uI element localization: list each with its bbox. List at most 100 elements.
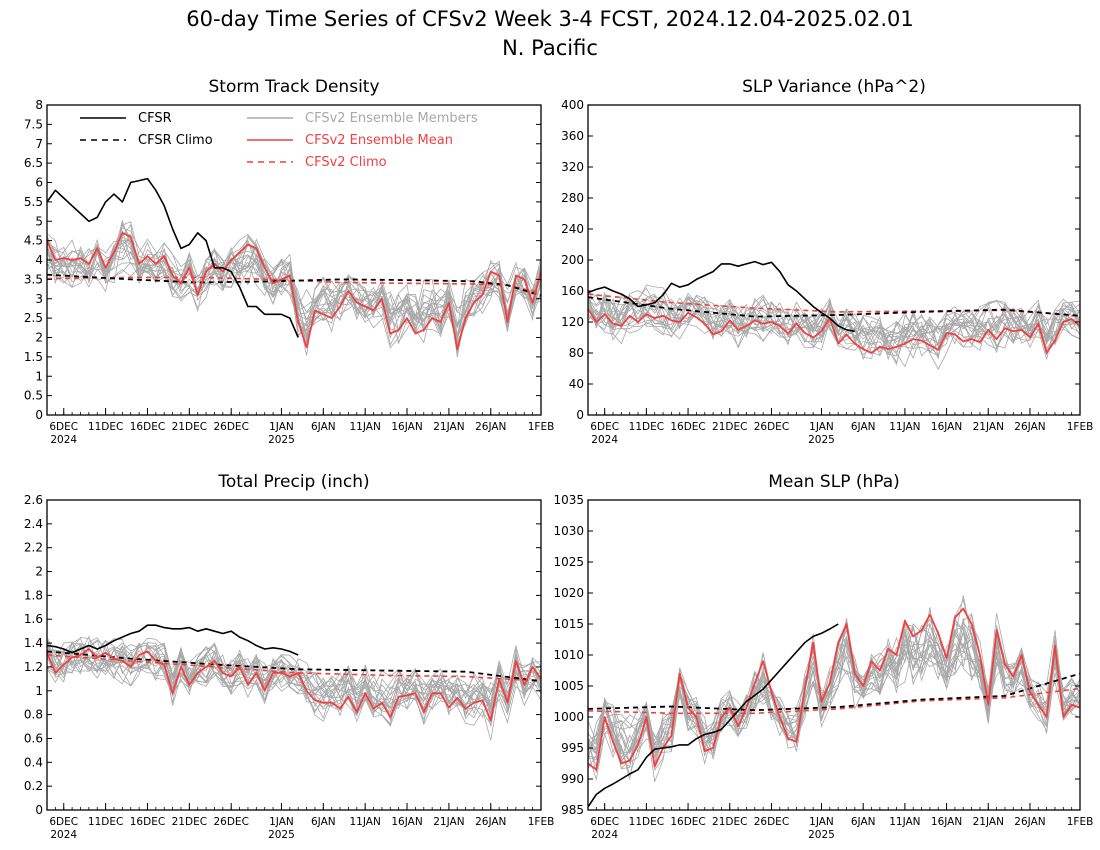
legend-label: CFSR <box>138 111 172 126</box>
x-tick-label: 11DEC <box>88 421 123 433</box>
x-tick-year-label: 2024 <box>50 434 77 446</box>
ensemble-member-line <box>47 639 541 721</box>
ensemble-member-line <box>588 297 1080 371</box>
ensemble-member-line <box>588 622 1080 780</box>
x-tick-label: 16JAN <box>931 816 962 828</box>
ensemble-member-line <box>47 638 541 714</box>
x-tick-year-label: 2025 <box>808 829 835 841</box>
y-tick-label: 1010 <box>553 648 584 662</box>
ensemble-member-line <box>588 618 1080 761</box>
chart-panel: SLP Variance (hPa^2) 0 40 80 120 160 200 240 280… <box>561 77 1093 446</box>
y-tick-label: 0.8 <box>24 708 43 722</box>
x-tick-label: 21DEC <box>712 421 747 433</box>
ensemble-member-line <box>588 618 1080 765</box>
x-tick-label: 6DEC <box>590 421 619 433</box>
y-tick-label: 1030 <box>553 524 584 538</box>
ensemble-member-line <box>47 639 541 718</box>
ensemble-member-line <box>47 639 541 709</box>
y-tick-label: 240 <box>561 222 584 236</box>
x-tick-label: 16JAN <box>391 421 422 433</box>
panel-title: Mean SLP (hPa) <box>768 472 900 492</box>
y-tick-label: 6 <box>35 176 43 190</box>
x-tick-label: 6DEC <box>49 816 78 828</box>
ensemble-member-line <box>588 613 1080 761</box>
y-tick-label: 990 <box>561 772 584 786</box>
figure-title: 60-day Time Series of CFSv2 Week 3-4 FCS… <box>186 7 914 31</box>
x-tick-label: 1FEB <box>1067 816 1094 828</box>
x-tick-label: 26DEC <box>213 816 248 828</box>
ensemble-member-line <box>47 642 541 719</box>
x-tick-label: 26JAN <box>475 816 506 828</box>
ensemble-member-line <box>47 648 541 727</box>
ensemble-member-line <box>588 618 1080 777</box>
x-tick-label: 6JAN <box>851 816 876 828</box>
x-tick-label: 11JAN <box>350 816 381 828</box>
panel-title: Total Precip (inch) <box>217 472 369 492</box>
chart-panel: Total Precip (inch) 0 0.2 0.4 0.6 0.8 1 1.2 1.4 1… <box>24 472 554 841</box>
cfsr-line <box>588 623 839 808</box>
cfsr-climo-line <box>588 672 1080 712</box>
y-tick-label: 1000 <box>553 710 584 724</box>
y-tick-label: 2.4 <box>24 517 43 531</box>
y-tick-label: 0.6 <box>24 731 43 745</box>
x-tick-label: 1JAN <box>269 816 294 828</box>
ensemble-member-line <box>47 636 541 725</box>
y-tick-label: 2.2 <box>24 541 43 555</box>
cfsr-line <box>47 624 299 656</box>
cfsv2-ensemble-mean-line <box>588 308 1080 354</box>
y-tick-label: 985 <box>561 803 584 817</box>
legend: CFSR CFSR Climo CFSv2 Ensemble Members CFSv… <box>80 111 478 170</box>
x-tick-label: 1JAN <box>269 421 294 433</box>
y-tick-label: 2 <box>35 565 43 579</box>
chart-panel: Mean SLP (hPa) 985 990 995 1000 1005 1010 1015 1… <box>553 472 1093 841</box>
x-tick-label: 26JAN <box>1014 421 1045 433</box>
x-tick-label: 21DEC <box>172 816 207 828</box>
plot-area <box>47 177 541 358</box>
x-tick-year-label: 2024 <box>591 829 618 841</box>
x-tick-label: 11JAN <box>889 816 920 828</box>
chart-panels: Storm Track Density 0 0.5 1 1.5 2 2.5 3 3.5 4 4.5 5… <box>24 77 1093 841</box>
y-tick-label: 0 <box>576 408 584 422</box>
x-tick-label: 21DEC <box>172 421 207 433</box>
y-tick-label: 320 <box>561 160 584 174</box>
x-tick-label: 26DEC <box>754 816 789 828</box>
x-tick-year-label: 2024 <box>591 434 618 446</box>
x-tick-year-label: 2025 <box>808 434 835 446</box>
y-tick-label: 200 <box>561 253 584 267</box>
x-tick-label: 1JAN <box>809 421 834 433</box>
x-tick-label: 26DEC <box>754 421 789 433</box>
legend-label: CFSv2 Climo <box>305 155 387 170</box>
x-tick-label: 6DEC <box>590 816 619 828</box>
x-tick-label: 11JAN <box>889 421 920 433</box>
y-tick-label: 360 <box>561 129 584 143</box>
y-tick-label: 0.5 <box>24 389 43 403</box>
y-tick-label: 8 <box>35 98 43 112</box>
y-tick-label: 2 <box>35 331 43 345</box>
x-tick-label: 16JAN <box>391 816 422 828</box>
x-tick-label: 6JAN <box>851 421 876 433</box>
y-tick-label: 7 <box>35 137 43 151</box>
plot-area <box>588 260 1080 371</box>
cfsv2-ensemble-mean-line <box>47 648 541 722</box>
x-tick-label: 1FEB <box>528 421 555 433</box>
y-tick-label: 3.5 <box>24 272 43 286</box>
y-tick-label: 5.5 <box>24 195 43 209</box>
y-tick-label: 1005 <box>553 679 584 693</box>
x-tick-label: 11DEC <box>88 816 123 828</box>
x-tick-label: 11DEC <box>629 816 664 828</box>
x-tick-year-label: 2024 <box>50 829 77 841</box>
figure-subtitle: N. Pacific <box>502 36 598 60</box>
y-tick-label: 1035 <box>553 493 584 507</box>
cfsv2-climo-line <box>588 687 1080 715</box>
y-tick-label: 400 <box>561 98 584 112</box>
y-tick-label: 0 <box>35 803 43 817</box>
x-tick-label: 11DEC <box>629 421 664 433</box>
y-tick-label: 1 <box>35 684 43 698</box>
legend-label: CFSR Climo <box>138 133 213 148</box>
y-tick-label: 40 <box>569 377 584 391</box>
cfsv2-climo-line <box>47 654 541 682</box>
plot-frame <box>587 104 1081 416</box>
x-tick-label: 21JAN <box>973 421 1004 433</box>
y-tick-label: 0.4 <box>24 755 43 769</box>
